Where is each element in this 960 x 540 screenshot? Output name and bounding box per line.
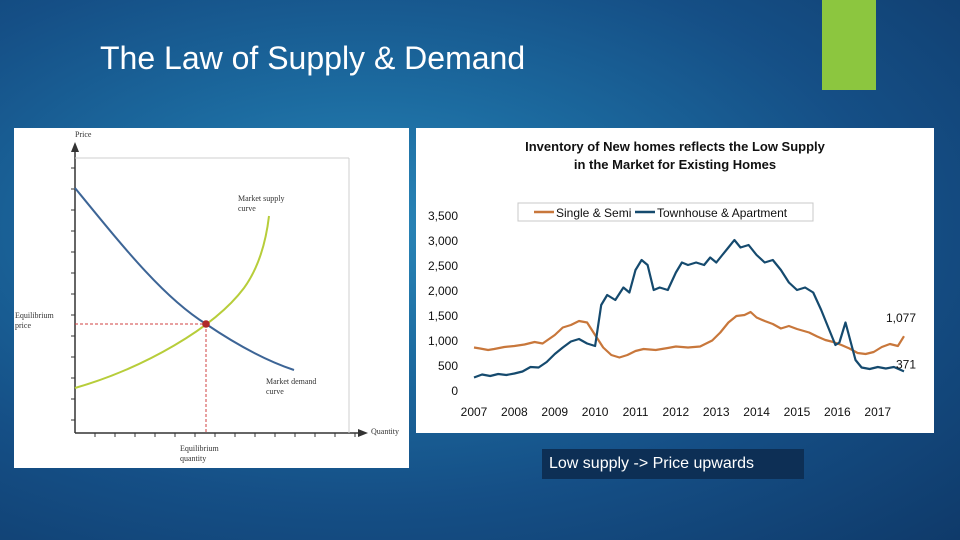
end-label-single-semi: 1,077	[886, 311, 916, 325]
y-tick-label: 3,000	[428, 234, 458, 248]
x-tick-labels: 2007 2008 2009 2010 2011 2012 2013 2014 2015 2016…	[461, 405, 892, 419]
x-tick-label: 2008	[501, 405, 528, 419]
x-axis-label: Quantity	[371, 427, 399, 436]
supply-curve	[74, 215, 270, 389]
y-axis-label: Price	[75, 130, 92, 139]
x-tick-label: 2012	[663, 405, 690, 419]
legend-label-single-semi: Single & Semi	[556, 206, 631, 220]
x-tick-label: 2011	[623, 405, 649, 419]
x-tick-label: 2007	[461, 405, 488, 419]
y-tick-label: 2,500	[428, 259, 458, 273]
y-tick-label: 1,500	[428, 309, 458, 323]
supply-demand-chart: Price Quantity Market supply curve Marke…	[15, 130, 399, 463]
slide-title: The Law of Supply & Demand	[100, 40, 526, 76]
axis-ticks	[71, 167, 356, 437]
y-tick-label: 500	[438, 359, 458, 373]
y-tick-labels: 0 500 1,000 1,500 2,000 2,500 3,000 3,500	[428, 209, 458, 398]
legend	[517, 202, 814, 222]
x-tick-label: 2013	[703, 405, 730, 419]
supply-demand-panel: Price Quantity Market supply curve Marke…	[14, 128, 409, 468]
inventory-chart: Inventory of New homes reflects the Low …	[428, 139, 916, 419]
legend-label-townhouse-apartment: Townhouse & Apartment	[657, 206, 788, 220]
equilibrium-price-label: Equilibrium price	[15, 311, 54, 330]
y-tick-label: 3,500	[428, 209, 458, 223]
x-tick-label: 2009	[541, 405, 568, 419]
demand-curve-label-line2: curve	[266, 387, 284, 396]
equilibrium-quantity-label: Equilibrium quantity	[180, 444, 219, 463]
y-tick-label: 0	[451, 384, 458, 398]
x-tick-label: 2015	[784, 405, 811, 419]
accent-bar	[822, 0, 876, 90]
series-line-townhouse-apartment	[473, 238, 905, 379]
chart-title-line2: in the Market for Existing Homes	[574, 157, 776, 172]
x-axis-arrow	[358, 429, 368, 437]
y-tick-label: 2,000	[428, 284, 458, 298]
x-tick-label: 2017	[864, 405, 891, 419]
end-label-townhouse-apartment: 371	[896, 357, 916, 371]
supply-curve-label-line2: curve	[238, 204, 256, 213]
x-tick-label: 2010	[582, 405, 609, 419]
chart-title-line1: Inventory of New homes reflects the Low …	[525, 139, 826, 154]
demand-curve	[74, 187, 295, 371]
x-tick-label: 2016	[824, 405, 851, 419]
x-tick-label: 2014	[743, 405, 770, 419]
equilibrium-point	[202, 320, 210, 328]
supply-curve-label-line1: Market supply	[238, 194, 284, 203]
inventory-panel: Inventory of New homes reflects the Low …	[416, 128, 934, 433]
y-axis-arrow	[71, 142, 79, 152]
y-tick-label: 1,000	[428, 334, 458, 348]
series-line-single-semi	[473, 310, 905, 359]
demand-curve-label-line1: Market demand	[266, 377, 316, 386]
caption-box: Low supply -> Price upwards	[542, 449, 804, 479]
